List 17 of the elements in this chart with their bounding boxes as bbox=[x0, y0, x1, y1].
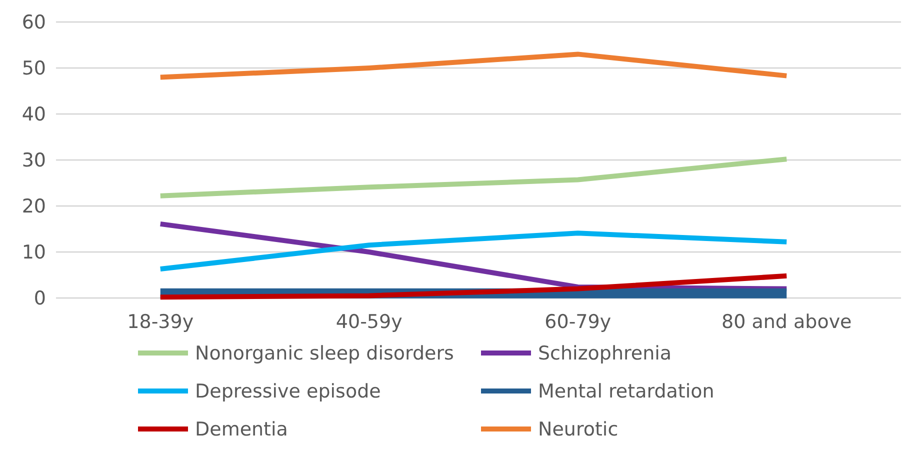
x-tick-label: 60-79y bbox=[544, 311, 612, 333]
legend-label: Depressive episode bbox=[195, 380, 381, 403]
y-tick-label: 20 bbox=[22, 196, 46, 218]
y-tick-label: 0 bbox=[34, 288, 46, 310]
legend-label: Schizophrenia bbox=[538, 342, 672, 365]
legend-label: Dementia bbox=[195, 418, 288, 441]
y-tick-label: 10 bbox=[22, 242, 46, 264]
y-tick-label: 30 bbox=[22, 150, 46, 172]
y-tick-label: 40 bbox=[22, 104, 46, 126]
x-tick-label: 40-59y bbox=[336, 311, 402, 333]
y-tick-label: 50 bbox=[22, 58, 46, 80]
x-tick-label: 80 and above bbox=[721, 311, 852, 333]
x-tick-label: 18-39y bbox=[127, 311, 194, 333]
legend-label: Neurotic bbox=[538, 418, 618, 441]
legend-label: Nonorganic sleep disorders bbox=[195, 342, 454, 365]
y-tick-label: 60 bbox=[22, 12, 46, 34]
legend-label: Mental retardation bbox=[538, 380, 714, 403]
